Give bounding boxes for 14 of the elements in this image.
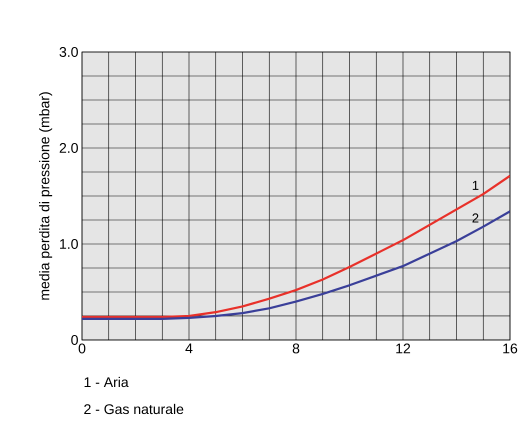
series-label: 2 (472, 213, 478, 223)
x-tick-label: 12 (396, 344, 410, 354)
text: 2 - Gas naturale (84, 404, 184, 414)
x-tick-label: 16 (503, 344, 518, 354)
x-tick-label: 0 (78, 344, 86, 354)
y-axis-title: media perdita di pressione (mbar) (39, 92, 52, 300)
text: 1 - Aria (84, 376, 129, 388)
y-tick-label: 0 (71, 335, 78, 345)
y-tick-label: 3.0 (60, 47, 78, 57)
x-tick-label: 8 (292, 344, 300, 354)
x-tick-label: 4 (185, 344, 192, 354)
y-tick-label: 1.0 (60, 239, 78, 249)
y-tick-label: 2.0 (60, 143, 78, 153)
series-label: 1 (472, 180, 478, 190)
